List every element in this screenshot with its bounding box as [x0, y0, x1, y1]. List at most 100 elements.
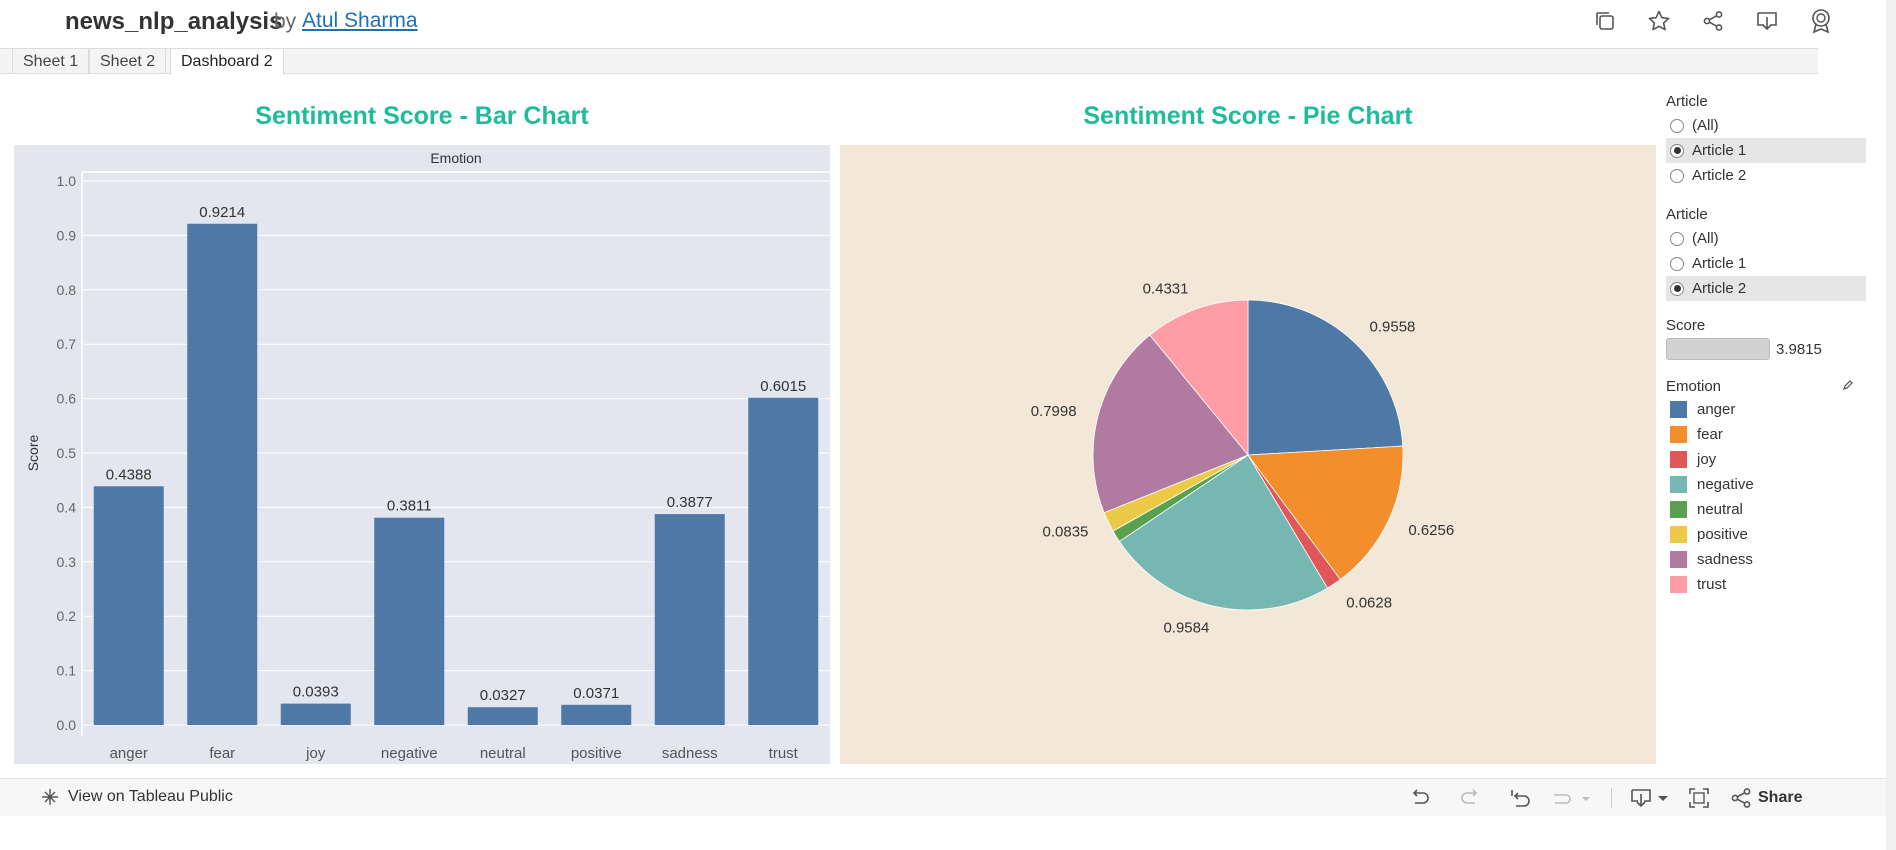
by-text: by	[274, 10, 297, 33]
legend-label: fear	[1697, 426, 1723, 443]
radio-button[interactable]	[1670, 281, 1684, 296]
radio-dot	[1673, 147, 1681, 154]
bar-value-label: 0.3811	[387, 498, 432, 515]
x-tick-label: negative	[381, 745, 438, 762]
score-filter-label: Score	[1666, 317, 1706, 334]
bar-trust[interactable]	[748, 397, 819, 725]
emotion-legend-label: Emotion	[1666, 377, 1722, 395]
legend-item-trust[interactable]: trust	[1666, 572, 1866, 597]
redo-icon[interactable]	[1455, 785, 1485, 811]
bar-neutral[interactable]	[467, 707, 538, 725]
radio-button[interactable]	[1670, 118, 1684, 133]
legend-swatch	[1670, 426, 1687, 443]
badge-icon[interactable]	[1806, 6, 1836, 36]
legend-label: sadness	[1697, 551, 1753, 568]
legend-label: neutral	[1697, 501, 1743, 518]
legend-item-fear[interactable]: fear	[1666, 422, 1866, 447]
tab-dashboard-2[interactable]: Dashboard 2	[170, 49, 284, 75]
article-filter-1-option[interactable]: Article 1	[1666, 138, 1866, 163]
radio-button[interactable]	[1670, 168, 1684, 183]
legend-swatch	[1670, 551, 1687, 568]
header-actions	[1590, 6, 1836, 36]
bar-sadness[interactable]	[654, 514, 725, 725]
pie-chart-title: Sentiment Score - Pie Chart	[1083, 102, 1413, 130]
star-icon[interactable]	[1644, 6, 1674, 36]
pie-value-label: 0.4331	[1143, 280, 1189, 297]
bar-negative[interactable]	[374, 517, 445, 725]
legend-item-neutral[interactable]: neutral	[1666, 497, 1866, 522]
download-icon[interactable]	[1752, 6, 1782, 36]
scrollbar-track[interactable]	[1886, 0, 1896, 850]
bar-value-label: 0.0371	[573, 685, 619, 702]
tableau-logo-icon	[42, 789, 58, 805]
bar-fear[interactable]	[187, 223, 258, 725]
legend-item-anger[interactable]: anger	[1666, 397, 1866, 422]
pie-slice-negative[interactable]	[1118, 454, 1329, 611]
undo-icon[interactable]	[1405, 785, 1435, 811]
legend-item-negative[interactable]: negative	[1666, 472, 1866, 497]
view-on-tableau-public-label: View on Tableau Public	[68, 788, 233, 805]
pie-slice-anger[interactable]	[1247, 299, 1404, 456]
legend-item-joy[interactable]: joy	[1666, 447, 1866, 472]
article-filter-1-option-label: Article 2	[1692, 167, 1747, 184]
legend-swatch	[1670, 476, 1687, 493]
y-tick-label: 0.5	[57, 445, 77, 461]
x-tick-label: fear	[209, 745, 235, 762]
article-filter-2-option[interactable]: (All)	[1666, 226, 1866, 251]
bar-positive[interactable]	[561, 704, 632, 725]
pie-slice-sadness[interactable]	[1092, 334, 1249, 514]
article-filter-2-option-label: (All)	[1692, 230, 1719, 247]
article-filter-1-option[interactable]: (All)	[1666, 113, 1866, 138]
pie-slice-fear[interactable]	[1247, 445, 1404, 581]
bar-value-label: 0.4388	[106, 466, 152, 483]
pie-slice-trust[interactable]	[1149, 299, 1249, 457]
x-tick-label: neutral	[480, 745, 526, 762]
legend-label: negative	[1697, 476, 1754, 493]
download-dropdown-icon[interactable]	[1630, 785, 1670, 811]
author-link[interactable]: Atul Sharma	[302, 9, 418, 32]
y-tick-label: 0.8	[57, 282, 77, 298]
article-filter-2-option[interactable]: Article 1	[1666, 251, 1866, 276]
revert-icon[interactable]	[1505, 785, 1535, 811]
article-filter-2-option-label: Article 2	[1692, 280, 1747, 297]
radio-dot	[1673, 285, 1681, 292]
copy-icon[interactable]	[1590, 6, 1620, 36]
radio-button[interactable]	[1670, 231, 1684, 246]
y-tick-label: 0.6	[57, 391, 77, 407]
tab-sheet-1[interactable]: Sheet 1	[12, 49, 90, 74]
refresh-dropdown-icon[interactable]	[1549, 785, 1593, 811]
pencil-icon[interactable]	[1842, 378, 1854, 395]
legend-item-sadness[interactable]: sadness	[1666, 547, 1866, 572]
view-on-tableau-public-link[interactable]: View on Tableau Public	[40, 787, 233, 807]
fullscreen-icon[interactable]	[1684, 785, 1714, 811]
score-slider[interactable]: 3.9815	[1666, 337, 1866, 361]
legend-item-positive[interactable]: positive	[1666, 522, 1866, 547]
article-filter-2-option-label: Article 1	[1692, 255, 1747, 272]
tab-sheet-2[interactable]: Sheet 2	[89, 49, 167, 74]
x-tick-label: sadness	[662, 745, 718, 762]
pie-value-label: 0.0628	[1346, 594, 1392, 611]
x-tick-label: trust	[769, 745, 799, 762]
radio-button[interactable]	[1670, 143, 1684, 158]
legend-swatch	[1670, 526, 1687, 543]
bar-joy[interactable]	[280, 703, 351, 725]
bar-value-label: 0.0327	[480, 687, 526, 704]
bottom-toolbar: View on Tableau Public	[0, 778, 1896, 816]
y-tick-label: 0.0	[57, 717, 77, 733]
bar-anger[interactable]	[93, 486, 164, 725]
score-slider-track[interactable]	[1666, 338, 1770, 360]
radio-button[interactable]	[1670, 256, 1684, 271]
share-icon[interactable]	[1698, 6, 1728, 36]
y-tick-label: 1.0	[57, 173, 77, 189]
article-filter-1-option[interactable]: Article 2	[1666, 163, 1866, 188]
score-value: 3.9815	[1776, 340, 1822, 358]
legend-label: anger	[1697, 401, 1736, 418]
legend-swatch	[1670, 576, 1687, 593]
article-filter-label-2: Article	[1666, 206, 1708, 223]
article-filter-2-option[interactable]: Article 2	[1666, 276, 1866, 301]
share-button[interactable]: Share	[1730, 785, 1802, 811]
workbook-title: news_nlp_analysis	[65, 8, 283, 35]
bar-value-label: 0.6015	[760, 378, 806, 395]
emotion-legend: anger fear joy negative neutral positive sadne…	[1666, 397, 1866, 597]
